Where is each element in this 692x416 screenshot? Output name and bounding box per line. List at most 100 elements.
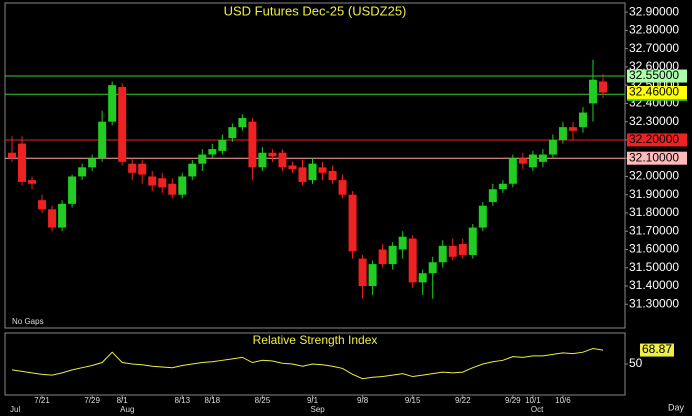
y-tick-label: 32.70000	[629, 41, 679, 55]
candle-body	[108, 85, 117, 122]
y-tick-label: 31.30000	[629, 296, 679, 310]
candle-body	[448, 245, 457, 257]
x-tick-label: 8/25	[255, 396, 271, 405]
candle-body	[478, 205, 487, 228]
candle-body	[438, 245, 447, 263]
candle-body	[28, 180, 37, 184]
candle-body	[248, 121, 257, 168]
last-price-box	[627, 85, 687, 99]
candle-body	[368, 264, 377, 287]
y-tick-label: 32.90000	[629, 4, 679, 18]
candle-body	[568, 127, 577, 131]
candle-body	[468, 227, 477, 255]
candle-body	[18, 143, 27, 182]
candle-body	[98, 121, 107, 159]
candle-body	[428, 262, 437, 274]
candle-body	[148, 176, 157, 186]
candle-body	[388, 245, 397, 265]
level-label-box	[627, 69, 687, 83]
candle-body	[488, 189, 497, 203]
candle-body	[558, 127, 567, 140]
candle-body	[178, 176, 187, 195]
x-tick-label: 8/18	[205, 396, 221, 405]
x-tick-label: 9/8	[357, 396, 369, 405]
candle-body	[48, 209, 57, 228]
candle-body	[258, 152, 267, 168]
candle-body	[168, 183, 177, 195]
rsi-last-label: 68.87	[642, 342, 672, 356]
rsi-tick-label: 50	[629, 356, 643, 370]
candle-body	[278, 152, 287, 168]
candle-body	[68, 176, 77, 204]
y-tick-label: 31.50000	[629, 260, 679, 274]
candle-body	[268, 152, 277, 157]
candle-body	[348, 194, 357, 252]
candle-body	[338, 180, 347, 195]
candle-body	[308, 163, 317, 181]
candle-body	[78, 167, 87, 177]
period-label: Day	[668, 402, 685, 412]
candle-body	[328, 170, 337, 181]
price-panel	[4, 2, 626, 329]
level-label-box	[627, 133, 687, 147]
candle-body	[208, 149, 217, 155]
candle-body	[599, 81, 607, 93]
candle-body	[408, 238, 417, 283]
candle-body	[88, 158, 97, 168]
candle-body	[188, 163, 197, 177]
candle-body	[298, 167, 307, 182]
y-tick-label: 32.00000	[629, 169, 679, 183]
candle-body	[378, 249, 387, 265]
candle-body	[358, 258, 367, 287]
x-tick-label: 9/15	[405, 396, 421, 405]
candle-body	[8, 152, 16, 159]
level-label-box	[627, 151, 687, 165]
y-tick-label: 32.80000	[629, 23, 679, 37]
y-tick-label: 31.90000	[629, 187, 679, 201]
month-label: Oct	[531, 405, 544, 414]
candle-body	[318, 167, 327, 173]
candle-body	[238, 118, 247, 128]
candle-body	[498, 183, 507, 190]
candle-body	[58, 203, 67, 228]
y-tick-label: 31.80000	[629, 205, 679, 219]
candle-body	[418, 273, 427, 283]
gap-note: No Gaps	[12, 317, 44, 326]
x-tick-label: 10/1	[525, 396, 541, 405]
candle-body	[228, 127, 237, 139]
x-tick-label: 9/22	[455, 396, 471, 405]
level-label: 32.55000	[629, 68, 679, 82]
candle-body	[218, 139, 227, 151]
level-label: 32.20000	[629, 132, 679, 146]
candle-body	[288, 165, 297, 170]
y-tick-label: 31.60000	[629, 242, 679, 256]
x-tick-label: 9/29	[505, 396, 521, 405]
month-label: Sep	[311, 405, 326, 414]
candle-body	[38, 200, 47, 210]
rsi-title: Relative Strength Index	[253, 333, 378, 347]
candle-body	[138, 163, 147, 175]
x-tick-label: 7/21	[34, 396, 50, 405]
rsi-line	[11, 347, 604, 380]
rsi-last-box	[640, 343, 674, 357]
candle-body	[158, 178, 167, 188]
chart-title: USD Futures Dec-25 (USDZ25)	[224, 3, 407, 18]
candle-body	[458, 244, 467, 255]
candle-body	[528, 154, 537, 168]
month-label: Jul	[10, 405, 20, 414]
candle-body	[538, 154, 547, 162]
candle-body	[588, 79, 597, 104]
candle-body	[518, 158, 527, 164]
y-tick-label: 31.40000	[629, 278, 679, 292]
x-tick-label: 7/29	[84, 396, 100, 405]
candle-body	[128, 163, 137, 173]
x-tick-label: 8/13	[174, 396, 190, 405]
y-tick-label: 32.30000	[629, 114, 679, 128]
candle-body	[198, 154, 207, 164]
candle-body	[508, 158, 517, 184]
candle-body	[578, 112, 587, 128]
x-tick-label: 10/6	[555, 396, 571, 405]
x-tick-label: 8/1	[117, 396, 129, 405]
